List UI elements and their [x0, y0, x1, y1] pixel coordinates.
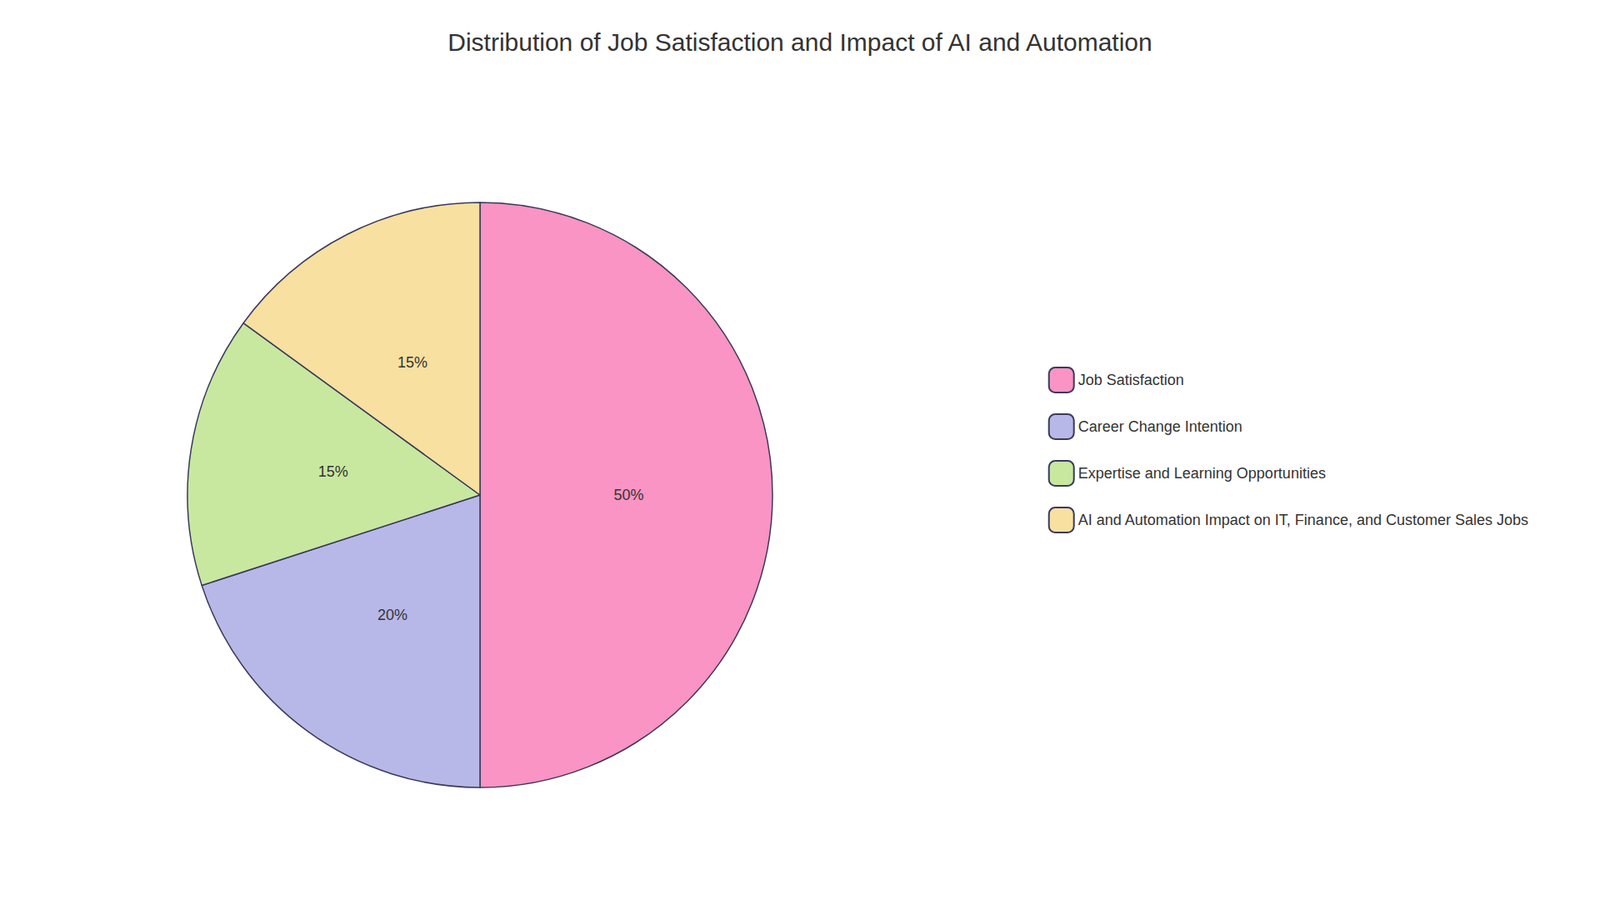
svg-text:50%: 50% [613, 486, 644, 504]
svg-text:Career Change Intention: Career Change Intention [1078, 418, 1243, 435]
svg-text:Expertise and Learning Opportu: Expertise and Learning Opportunities [1078, 465, 1326, 482]
svg-text:20%: 20% [377, 606, 408, 624]
svg-text:15%: 15% [318, 463, 349, 480]
svg-text:Job Satisfaction: Job Satisfaction [1078, 371, 1185, 389]
svg-text:15%: 15% [397, 354, 428, 371]
svg-text:Distribution of Job Satisfacti: Distribution of Job Satisfaction and Imp… [447, 28, 1153, 56]
svg-text:AI and Automation Impact on IT: AI and Automation Impact on IT, Finance,… [1078, 511, 1529, 529]
